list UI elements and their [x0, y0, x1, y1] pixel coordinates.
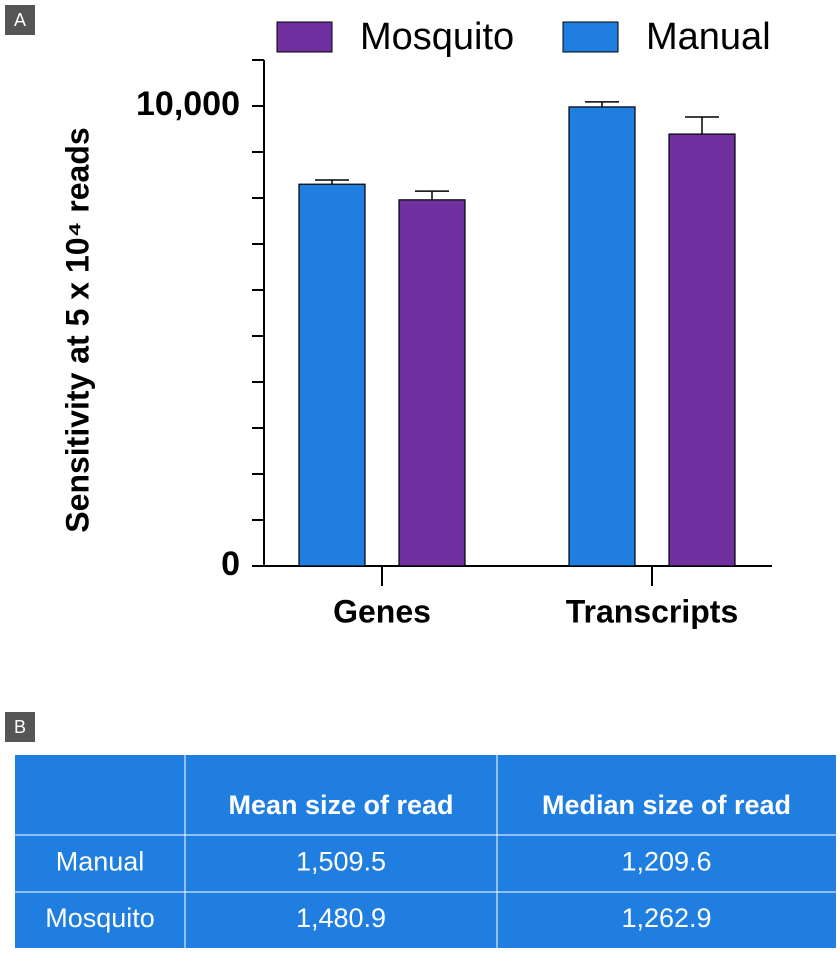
panel-badge	[5, 712, 35, 742]
bar	[298, 183, 366, 567]
table-cell: Manual	[56, 847, 145, 877]
panel-badge	[5, 5, 35, 35]
x-tick-label: Genes	[333, 593, 431, 629]
panel-label: A	[14, 10, 26, 30]
x-tick-label: Transcripts	[566, 593, 739, 629]
bar	[568, 106, 636, 567]
table: Mean size of read Median size of read Manu…	[15, 755, 836, 948]
column-header: Median size of read	[542, 790, 791, 820]
bar	[398, 199, 466, 567]
table-cell: 1,509.5	[296, 847, 386, 877]
table-cell: 1,480.9	[296, 903, 386, 933]
legend-label: Mosquito	[360, 16, 514, 58]
legend-label: Manual	[646, 16, 771, 58]
y-tick-label: 0	[221, 545, 240, 583]
table-cell: Mosquito	[45, 903, 155, 933]
y-tick-label: 10,000	[136, 85, 240, 123]
legend-swatch	[276, 21, 333, 53]
bar	[668, 133, 736, 567]
table-cell: 1,209.6	[621, 847, 711, 877]
y-axis-label: Sensitivity at 5 x 10⁴ reads	[59, 127, 95, 532]
legend-swatch	[562, 21, 619, 53]
column-header: Mean size of read	[228, 790, 453, 820]
table-cell: 1,262.9	[621, 903, 711, 933]
panel-label: B	[14, 717, 26, 737]
table-background	[15, 755, 836, 948]
